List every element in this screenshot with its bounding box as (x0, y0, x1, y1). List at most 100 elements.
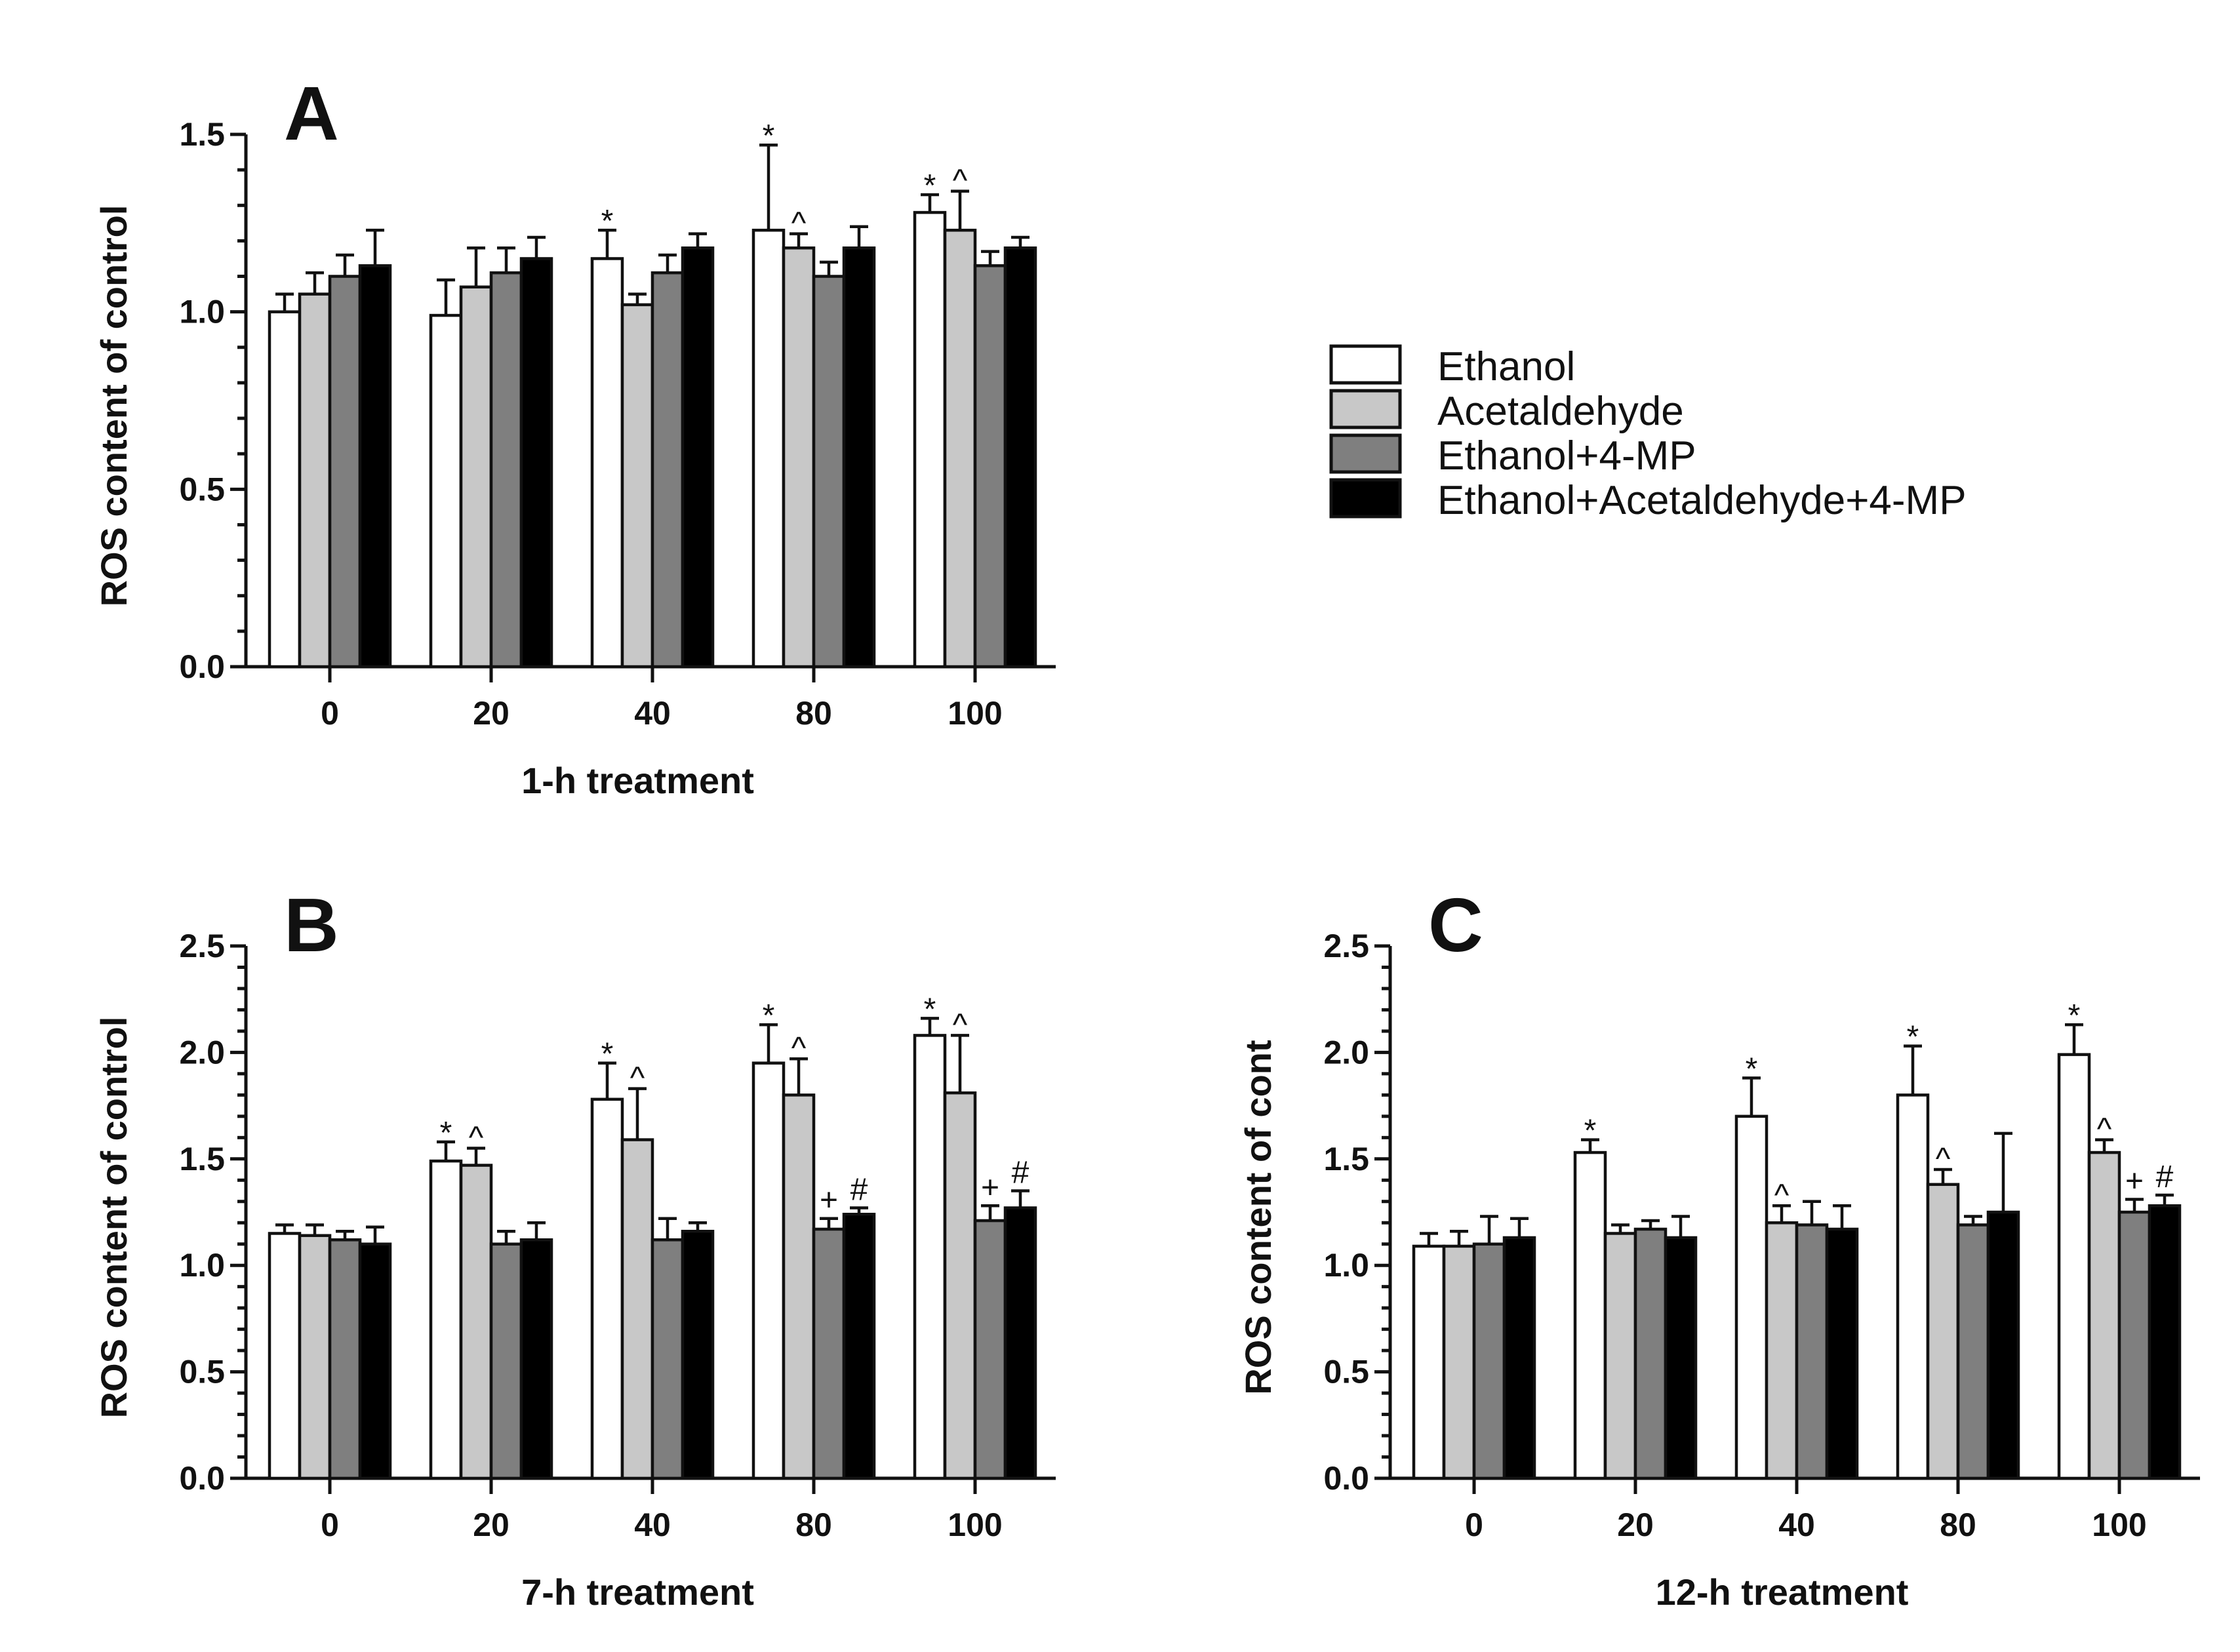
bar-ethanol-4mp (328, 1238, 362, 1480)
bar-ethanol-acetaldehyde-4mp (1986, 1210, 2020, 1480)
bar-ethanol-acetaldehyde-4mp (681, 1229, 715, 1480)
significance-mark: ^ (953, 1008, 968, 1042)
significance-mark: ^ (469, 1121, 484, 1156)
bar-ethanol-acetaldehyde-4mp (1825, 1227, 1859, 1480)
x-tick-label: 20 (1617, 1506, 1654, 1543)
bar-ethanol (2057, 1053, 2091, 1480)
bar-acetaldehyde (1442, 1244, 1476, 1480)
bar-acetaldehyde (620, 1138, 654, 1480)
significance-mark: ^ (630, 1061, 645, 1096)
bar-ethanol-acetaldehyde-4mp (519, 257, 553, 669)
significance-mark: # (1012, 1156, 1030, 1190)
bar-acetaldehyde (782, 1093, 816, 1480)
significance-mark: * (601, 204, 614, 239)
y-tick-label: 0.0 (179, 648, 225, 685)
significance-mark: * (924, 992, 936, 1027)
y-axis-title: ROS content of control (93, 1017, 134, 1419)
y-tick-label: 1.5 (1323, 1141, 1369, 1177)
legend-label-ethanol: Ethanol (1437, 344, 1575, 389)
bar-acetaldehyde (298, 292, 332, 669)
significance-mark: + (2125, 1164, 2144, 1199)
significance-mark: * (1746, 1052, 1758, 1086)
x-tick-label: 80 (1940, 1506, 1976, 1543)
x-tick-label: 20 (473, 1506, 510, 1543)
bar-ethanol-acetaldehyde-4mp (519, 1238, 553, 1480)
y-tick-label: 1.0 (1323, 1247, 1369, 1284)
bar-ethanol-4mp (973, 264, 1007, 669)
bar-ethanol-4mp (650, 271, 685, 669)
y-tick-label: 2.5 (1323, 928, 1369, 964)
y-tick-label: 1.0 (179, 294, 225, 330)
x-axis-title: 7-h treatment (521, 1571, 754, 1613)
y-tick-label: 0.0 (179, 1460, 225, 1497)
x-tick-label: 20 (473, 695, 510, 732)
bar-ethanol-acetaldehyde-4mp (681, 246, 715, 669)
bar-acetaldehyde (943, 228, 977, 669)
bar-ethanol-acetaldehyde-4mp (1003, 246, 1037, 669)
x-tick-label: 40 (1778, 1506, 1815, 1543)
x-tick-label: 40 (634, 695, 671, 732)
bar-ethanol (1734, 1114, 1769, 1480)
bar-ethanol (751, 228, 786, 669)
panel-a: 0.0 0.5 1.0 1.5 0 20 40 * 80 * ^ 100 * ^ 1-h treatment… (93, 71, 1056, 801)
significance-mark: # (850, 1173, 868, 1208)
significance-mark: * (763, 119, 775, 153)
bar-ethanol-acetaldehyde-4mp (842, 246, 876, 669)
panel-b: 0.0 0.5 1.0 1.5 2.0 2.5 0 20 * ^ 40 * ^ 80 * ^ + #100 * ^ + #… (93, 882, 1056, 1613)
bar-acetaldehyde (459, 285, 493, 669)
legend-label-ethanol-acetaldehyde-4mp: Ethanol+Acetaldehyde+4-MP (1437, 478, 1967, 523)
bar-ethanol (429, 1159, 463, 1480)
bar-ethanol-acetaldehyde-4mp (1502, 1236, 1536, 1480)
x-tick-label: 100 (948, 1506, 1002, 1543)
x-tick-label: 0 (1465, 1506, 1483, 1543)
bar-ethanol (268, 310, 302, 669)
significance-mark: ^ (1774, 1178, 1790, 1213)
bar-acetaldehyde (2087, 1150, 2121, 1480)
bar-ethanol-acetaldehyde-4mp (842, 1212, 876, 1480)
y-tick-label: 0.0 (1323, 1460, 1369, 1497)
y-tick-label: 2.5 (179, 928, 225, 964)
bar-ethanol (1412, 1244, 1446, 1480)
y-tick-label: 0.5 (179, 471, 225, 507)
significance-mark: ^ (953, 164, 968, 199)
bar-ethanol (913, 1034, 947, 1480)
bar-ethanol (1896, 1093, 1930, 1480)
significance-mark: # (2156, 1160, 2174, 1194)
bar-acetaldehyde (298, 1234, 332, 1480)
bar-acetaldehyde (459, 1164, 493, 1480)
bar-acetaldehyde (1765, 1221, 1799, 1480)
legend-swatch-ethanol-acetaldehyde-4mp (1329, 478, 1402, 519)
panel-letter-b: B (284, 882, 339, 968)
bar-ethanol-4mp (489, 271, 523, 669)
x-tick-label: 100 (2092, 1506, 2146, 1543)
significance-mark: * (1907, 1020, 1919, 1055)
y-tick-label: 0.5 (179, 1354, 225, 1390)
bar-ethanol-4mp (1633, 1227, 1668, 1480)
legend: Ethanol Acetaldehyde Ethanol+4-MP Ethano… (1329, 344, 1967, 523)
legend-swatch-ethanol (1329, 344, 1402, 385)
y-tick-label: 1.0 (179, 1247, 225, 1284)
bar-ethanol-4mp (812, 275, 846, 669)
significance-mark: * (2068, 998, 2081, 1033)
bar-ethanol-4mp (489, 1242, 523, 1480)
y-axis-title: ROS content of control (93, 205, 134, 607)
legend-label-acetaldehyde: Acetaldehyde (1437, 389, 1684, 434)
significance-mark: * (601, 1037, 614, 1072)
bar-ethanol-acetaldehyde-4mp (1664, 1236, 1698, 1480)
y-tick-label: 1.5 (179, 1141, 225, 1177)
bar-ethanol-acetaldehyde-4mp (358, 1242, 392, 1480)
y-tick-label: 0.5 (1323, 1354, 1369, 1390)
bar-ethanol-4mp (973, 1219, 1007, 1480)
bar-ethanol (1573, 1150, 1607, 1480)
bar-ethanol (590, 1097, 624, 1480)
y-tick-label: 1.5 (179, 116, 225, 153)
significance-mark: + (981, 1170, 999, 1205)
bar-ethanol (913, 210, 947, 669)
panel-letter-c: C (1428, 882, 1483, 968)
x-tick-label: 40 (634, 1506, 671, 1543)
bar-ethanol-acetaldehyde-4mp (2148, 1204, 2182, 1480)
bar-acetaldehyde (1603, 1232, 1637, 1480)
bar-ethanol-4mp (2117, 1210, 2151, 1480)
significance-mark: ^ (791, 1031, 807, 1066)
panel-letter-a: A (284, 71, 339, 156)
